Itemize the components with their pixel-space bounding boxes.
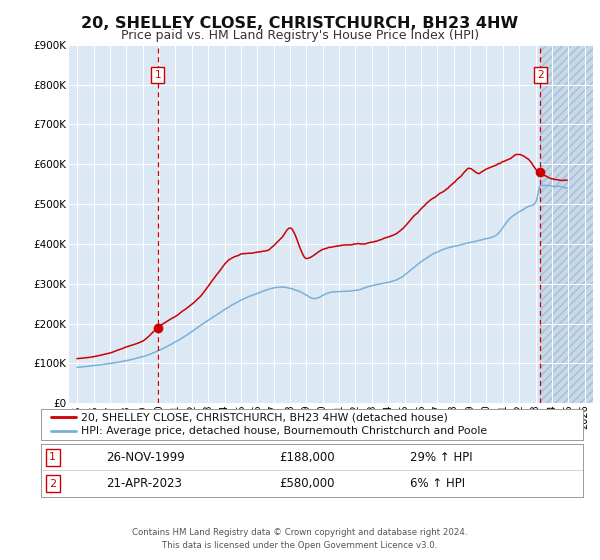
Text: 2: 2 (537, 70, 544, 80)
Text: Contains HM Land Registry data © Crown copyright and database right 2024.
This d: Contains HM Land Registry data © Crown c… (132, 529, 468, 550)
Text: 1: 1 (49, 452, 56, 462)
Text: 29% ↑ HPI: 29% ↑ HPI (410, 451, 472, 464)
Bar (541, 45, 593, 403)
Text: HPI: Average price, detached house, Bournemouth Christchurch and Poole: HPI: Average price, detached house, Bour… (82, 426, 488, 436)
Text: 1: 1 (154, 70, 161, 80)
Text: 20, SHELLEY CLOSE, CHRISTCHURCH, BH23 4HW (detached house): 20, SHELLEY CLOSE, CHRISTCHURCH, BH23 4H… (82, 412, 448, 422)
Text: £188,000: £188,000 (280, 451, 335, 464)
Text: 20, SHELLEY CLOSE, CHRISTCHURCH, BH23 4HW: 20, SHELLEY CLOSE, CHRISTCHURCH, BH23 4H… (82, 16, 518, 31)
Text: 6% ↑ HPI: 6% ↑ HPI (410, 477, 465, 490)
Text: 21-APR-2023: 21-APR-2023 (106, 477, 182, 490)
Text: £580,000: £580,000 (280, 477, 335, 490)
Bar (541, 45, 593, 403)
Text: 2: 2 (49, 479, 56, 488)
Text: 26-NOV-1999: 26-NOV-1999 (106, 451, 185, 464)
Text: Price paid vs. HM Land Registry's House Price Index (HPI): Price paid vs. HM Land Registry's House … (121, 29, 479, 42)
